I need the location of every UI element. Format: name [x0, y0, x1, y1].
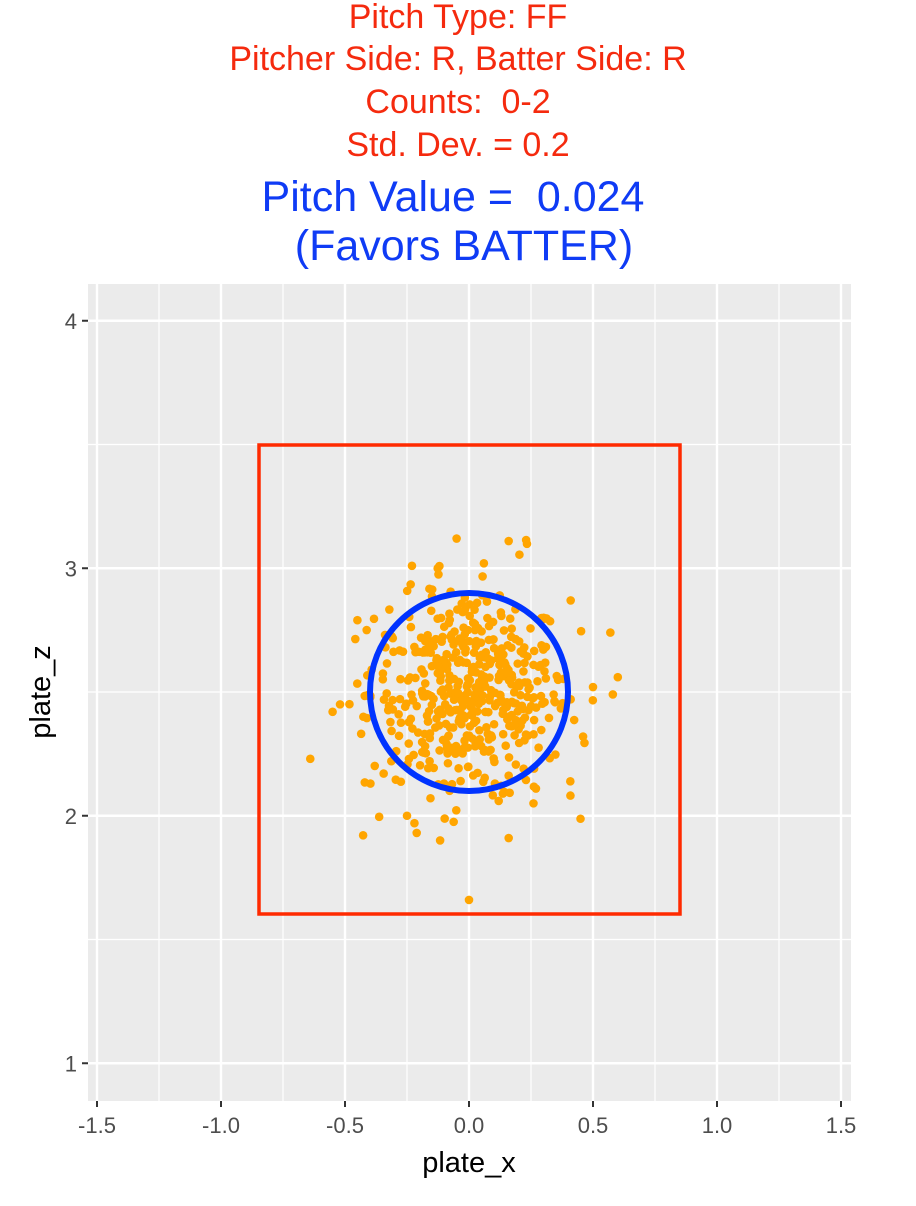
- x-tick-label: -0.5: [326, 1113, 364, 1138]
- axes: -1.5 -1.0 -0.5 0.0 0.5 1.0 1.5 1 2 3 4: [65, 309, 857, 1138]
- target-circle: [367, 590, 571, 794]
- title-sides: Pitcher Side: R, Batter Side: R: [229, 40, 687, 78]
- title-counts: Counts: 0-2: [365, 83, 551, 121]
- title-pitch-type: Pitch Type: FF: [348, 0, 568, 36]
- title-pitch-value: Pitch Value = 0.024: [261, 173, 645, 221]
- x-tick-label: -1.0: [202, 1113, 240, 1138]
- x-axis-title: plate_x: [422, 1147, 516, 1179]
- x-tick-label: -1.5: [78, 1113, 116, 1138]
- y-tick-label: 2: [65, 804, 77, 829]
- y-tick-label: 1: [65, 1051, 77, 1076]
- x-tick-label: 0.5: [578, 1113, 609, 1138]
- y-tick-label: 3: [65, 556, 77, 581]
- x-tick-label: 1.5: [826, 1113, 857, 1138]
- title-favors: (Favors BATTER): [282, 222, 634, 270]
- strike-zone-box: [257, 443, 682, 916]
- x-tick-label: 0.0: [454, 1113, 485, 1138]
- y-axis-title: plate_z: [25, 645, 57, 739]
- x-tick-label: 1.0: [702, 1113, 733, 1138]
- title-std-dev: Std. Dev. = 0.2: [346, 126, 570, 164]
- y-tick-label: 4: [65, 309, 77, 334]
